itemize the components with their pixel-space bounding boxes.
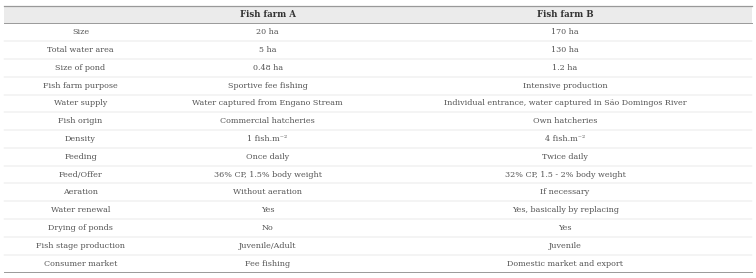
Text: Once daily: Once daily (246, 153, 289, 161)
Text: 36% CP, 1.5% body weight: 36% CP, 1.5% body weight (214, 171, 321, 178)
Text: Yes, basically by replacing: Yes, basically by replacing (512, 206, 618, 214)
Bar (4, 6, 752, 23)
Text: Twice daily: Twice daily (542, 153, 588, 161)
Text: 170 ha: 170 ha (551, 28, 579, 36)
Text: Fish farm B: Fish farm B (537, 10, 593, 19)
Text: Total water area: Total water area (47, 46, 114, 54)
Text: Yes: Yes (261, 206, 274, 214)
Text: Fish farm purpose: Fish farm purpose (43, 82, 118, 90)
Text: 1.2 ha: 1.2 ha (553, 64, 578, 72)
Text: Feeding: Feeding (64, 153, 97, 161)
Text: Feed/Offer: Feed/Offer (59, 171, 102, 178)
Text: 32% CP, 1.5 - 2% body weight: 32% CP, 1.5 - 2% body weight (505, 171, 625, 178)
Text: Size: Size (72, 28, 89, 36)
Text: 4 fish.m⁻²: 4 fish.m⁻² (545, 135, 585, 143)
Text: Without aeration: Without aeration (233, 188, 302, 196)
Text: Yes: Yes (559, 224, 572, 232)
Text: Own hatcheries: Own hatcheries (533, 117, 597, 125)
Text: Fee fishing: Fee fishing (245, 260, 290, 267)
Text: Commercial hatcheries: Commercial hatcheries (220, 117, 315, 125)
Text: 5 ha: 5 ha (259, 46, 277, 54)
Text: Size of pond: Size of pond (55, 64, 106, 72)
Text: Drying of ponds: Drying of ponds (48, 224, 113, 232)
Text: Fish farm A: Fish farm A (240, 10, 296, 19)
Text: Intensive production: Intensive production (523, 82, 607, 90)
Text: Individual entrance, water captured in São Domingos River: Individual entrance, water captured in S… (444, 100, 686, 107)
Text: Sportive fee fishing: Sportive fee fishing (228, 82, 308, 90)
Text: Juvenile: Juvenile (549, 242, 581, 250)
Text: Density: Density (65, 135, 96, 143)
Text: 20 ha: 20 ha (256, 28, 279, 36)
Text: If necessary: If necessary (541, 188, 590, 196)
Text: 1 fish.m⁻²: 1 fish.m⁻² (247, 135, 288, 143)
Text: Water captured from Engano Stream: Water captured from Engano Stream (192, 100, 343, 107)
Text: Consumer market: Consumer market (44, 260, 117, 267)
Text: Juvenile/Adult: Juvenile/Adult (239, 242, 296, 250)
Text: Aeration: Aeration (63, 188, 98, 196)
Text: Fish origin: Fish origin (58, 117, 103, 125)
Text: Domestic market and export: Domestic market and export (507, 260, 623, 267)
Text: 130 ha: 130 ha (551, 46, 579, 54)
Text: 0.48 ha: 0.48 ha (253, 64, 283, 72)
Text: No: No (262, 224, 274, 232)
Text: Water supply: Water supply (54, 100, 107, 107)
Text: Water renewal: Water renewal (51, 206, 110, 214)
Text: Fish stage production: Fish stage production (36, 242, 125, 250)
